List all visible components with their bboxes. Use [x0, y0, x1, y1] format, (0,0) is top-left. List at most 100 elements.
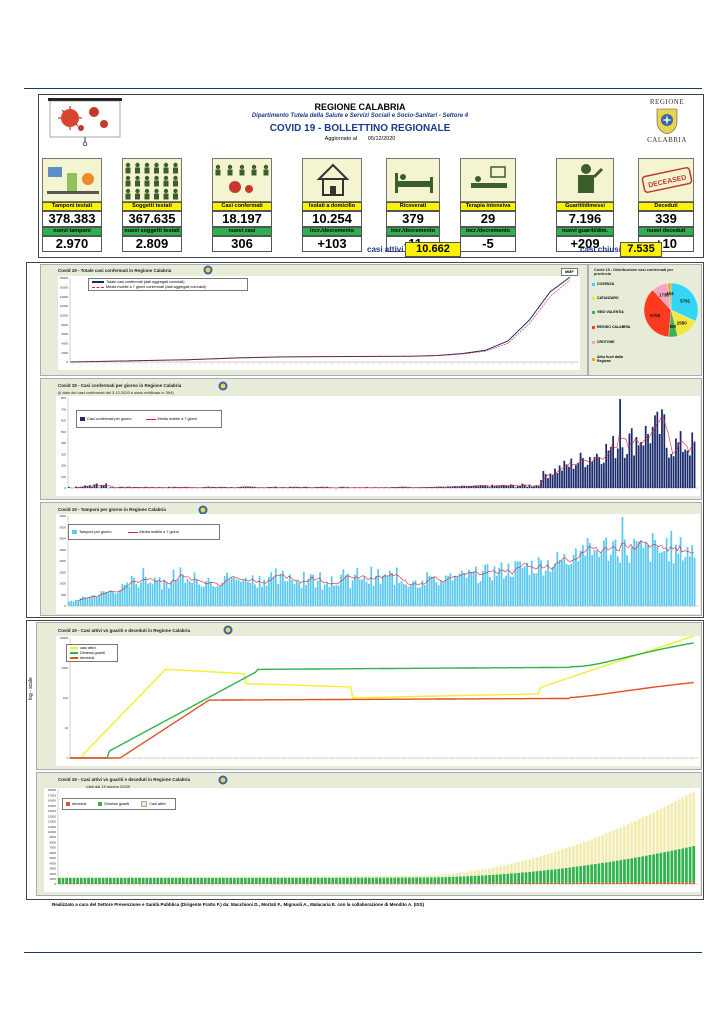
recovered-line-marker [632, 654, 634, 657]
tests-bar [95, 597, 98, 606]
pie-legend-label: Altro fuori dalla Regione [597, 355, 623, 363]
deceased-line-marker [312, 699, 315, 701]
bed-illustration-icon [386, 158, 440, 202]
active-bar [119, 877, 123, 878]
kpi-label: Deceduti [638, 202, 694, 211]
daily-bar [642, 445, 645, 488]
legend-label-s-recovered: Dimessi guariti [104, 802, 130, 806]
active-line-marker [417, 695, 419, 698]
tests-bar [181, 574, 184, 606]
recovered-bar [79, 877, 83, 884]
active-line-marker [431, 695, 433, 697]
active-line-marker [368, 696, 370, 699]
tests-bar [193, 572, 196, 606]
recovered-bar [254, 877, 258, 884]
active-line-marker [354, 697, 356, 699]
tests-bar [568, 565, 570, 606]
active-bar [451, 873, 455, 877]
recovered-bar [156, 877, 160, 884]
person-body [163, 180, 169, 187]
deceased-line-marker [591, 694, 593, 697]
recovered-bar [418, 877, 422, 884]
active-line-marker [549, 683, 551, 685]
kpi-value: 379 [386, 211, 440, 227]
tests-bar [209, 581, 212, 606]
daily-bar [602, 462, 605, 488]
active-bar [648, 814, 652, 855]
updated-line: Aggiornato al 05/12/2020 [180, 136, 540, 142]
pie-legend-label: COSENZA [597, 282, 615, 286]
active-line-marker [424, 695, 426, 697]
person-body [125, 193, 131, 200]
active-bar [484, 868, 488, 876]
lab-illustration-icon [42, 158, 102, 202]
active-bar [112, 877, 116, 878]
active-bar [313, 876, 316, 878]
daily-bar [575, 465, 577, 488]
pie-data-label: 1736 [659, 292, 670, 297]
bulletin-title: COVID 19 - BOLLETTINO REGIONALE [269, 123, 451, 134]
deceased-line-marker [528, 698, 530, 700]
recovered-bar [619, 860, 623, 883]
active-bar [510, 863, 513, 874]
person-body [154, 167, 159, 174]
deceased-bar [418, 883, 422, 884]
recovered-line-marker [500, 667, 502, 669]
deceased-bar [367, 883, 371, 884]
kpi-value: 10.254 [302, 211, 362, 227]
person-body [135, 193, 140, 200]
deceased-line-marker [618, 691, 621, 693]
tests-bar [119, 589, 121, 606]
active-bar [149, 877, 152, 878]
deceased-bar [429, 883, 433, 884]
kpi-label: Soggetti testati [122, 202, 182, 211]
tests-bar [147, 583, 149, 606]
legend-swatch-orange [66, 802, 70, 806]
deceased-bar [666, 882, 670, 884]
daily-bar [679, 431, 682, 488]
daily-bar [482, 485, 484, 488]
recovered-bar [386, 877, 389, 884]
deceased-bar [247, 883, 251, 884]
recovered-line-marker [611, 659, 614, 662]
daily-bar [186, 487, 189, 488]
person-head [263, 164, 269, 170]
recovered-line-marker [660, 648, 662, 650]
tests-bar [672, 563, 675, 606]
tests-bar [84, 597, 87, 606]
recovered-line-marker [535, 666, 537, 669]
active-line-marker [465, 694, 468, 697]
recovered-bar [243, 877, 247, 884]
daily-bar [77, 487, 80, 488]
active-bar [506, 864, 510, 874]
deceased-bar [269, 883, 273, 884]
recovered-bar [411, 877, 415, 884]
active-bar [218, 876, 222, 878]
daily-bar [472, 485, 475, 488]
footer-credits: Realizzato a cura del Settore Prevenzion… [52, 902, 424, 907]
pie-slice [643, 289, 672, 338]
active-bar [371, 876, 375, 878]
deceased-line-marker [125, 753, 127, 755]
active-bar [123, 877, 127, 878]
active-line-marker [236, 672, 238, 674]
person-body [135, 167, 140, 174]
tests-bar [207, 577, 210, 606]
recovered-bar [692, 845, 696, 883]
deceased-bar [488, 883, 491, 884]
deceased-bar [531, 882, 535, 884]
recovered-bar [524, 872, 528, 884]
deceased-line-marker [521, 698, 523, 700]
recovered-line-marker [681, 644, 683, 646]
daily-bar [623, 457, 626, 488]
recovered-bar [160, 877, 163, 884]
tests-bar [475, 566, 477, 606]
kpi-5: Terapia intensiva 29 incr./decremento -5 [460, 158, 516, 252]
recovered-line-marker [145, 730, 148, 732]
deceased-bar [626, 882, 630, 884]
active-bar [309, 876, 313, 878]
deceased-bar [477, 883, 480, 884]
daily-bar [598, 457, 601, 488]
deceased-line-marker [431, 698, 433, 700]
